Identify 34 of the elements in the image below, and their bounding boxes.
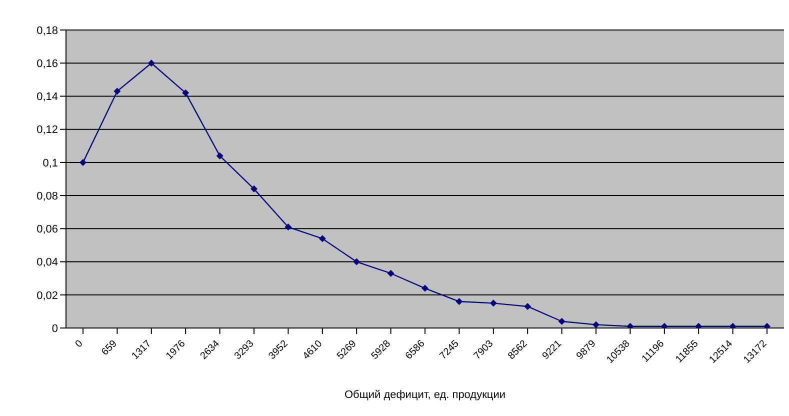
point — [490, 300, 497, 307]
y-tick-label: 0,16 — [36, 58, 58, 70]
point — [626, 322, 634, 328]
y-tick-label: 0,06 — [36, 224, 58, 236]
x-tick-label: 0 — [73, 338, 86, 350]
point — [456, 298, 463, 306]
y-tick-label: 0,04 — [36, 256, 58, 269]
point — [284, 224, 292, 231]
point — [353, 258, 360, 266]
y-tick-label: 0,18 — [36, 24, 58, 37]
y-tick-label: 0,02 — [36, 290, 58, 302]
point — [114, 88, 121, 95]
point — [592, 321, 600, 328]
point — [558, 318, 566, 325]
point — [148, 60, 155, 67]
y-tick-label: 0,1 — [42, 157, 58, 170]
x-tick-label: 659 — [100, 338, 120, 358]
y-tick-label: 0,08 — [36, 190, 58, 202]
point — [660, 322, 668, 328]
x-axis-title: Общий дефицит, ед. продукции — [344, 389, 506, 401]
point — [524, 302, 532, 310]
y-tick-label: 0,12 — [36, 124, 58, 136]
y-tick-label: 0,14 — [36, 91, 58, 104]
point — [729, 322, 736, 328]
point — [318, 235, 326, 242]
point — [695, 322, 702, 328]
y-tick-label: 0 — [52, 322, 58, 335]
point — [216, 152, 224, 160]
point — [422, 284, 428, 292]
point — [250, 185, 258, 192]
point — [182, 89, 190, 96]
point — [387, 270, 394, 277]
point — [764, 322, 770, 328]
point — [80, 158, 86, 166]
